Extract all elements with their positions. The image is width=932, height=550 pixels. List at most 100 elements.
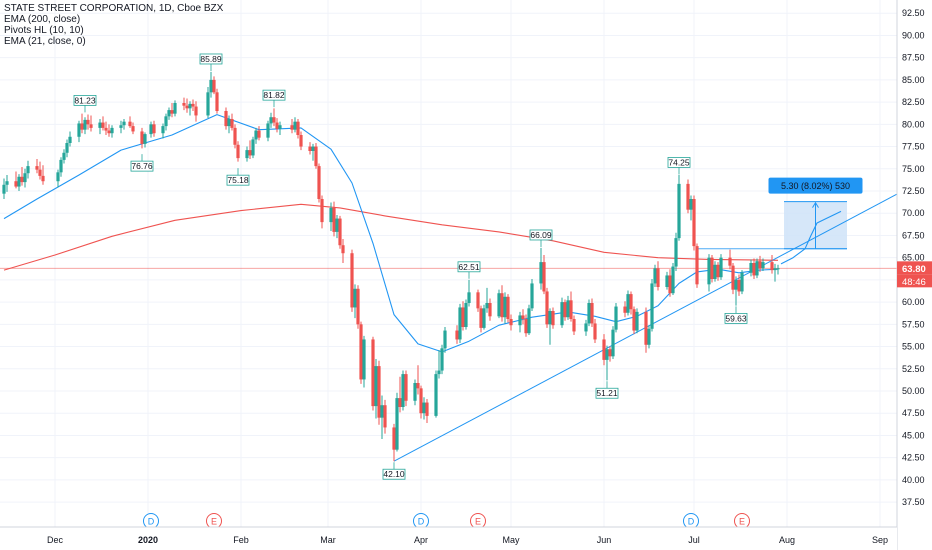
candle-body (524, 319, 528, 334)
candle-body (296, 121, 300, 135)
candle-body (506, 296, 510, 319)
candle-body (107, 130, 111, 134)
candle-body (80, 123, 84, 130)
candle-body (434, 374, 438, 416)
price-tick-label: 65.00 (902, 253, 925, 263)
pivot-label: 62.51 (458, 262, 480, 272)
candle-body (740, 272, 744, 292)
ema200-group (3, 203, 779, 271)
pivot-label: 66.09 (530, 230, 552, 240)
time-tick-label: Aug (779, 535, 795, 545)
legend-title[interactable]: STATE STREET CORPORATION, 1D, Cboe BZX (4, 3, 224, 14)
candle-body (359, 324, 363, 380)
candle-body (59, 159, 63, 173)
price-tick-label: 47.50 (902, 408, 925, 418)
candle-body (257, 130, 261, 138)
dividend-marker-label: D (148, 517, 155, 527)
price-tick-label: 75.00 (902, 164, 925, 174)
candle-body (548, 311, 552, 325)
time-tick-label: May (502, 535, 520, 545)
candle-body (293, 121, 297, 130)
price-tick-label: 37.50 (902, 497, 925, 507)
pivot-label: 74.25 (668, 157, 690, 167)
candle-body (650, 283, 654, 329)
candle-body (647, 328, 651, 345)
candle-body (335, 218, 339, 232)
candle-body (290, 125, 294, 130)
candle-body (230, 119, 234, 128)
candle-body (14, 181, 18, 187)
candle-body (383, 405, 387, 428)
candle-body (632, 309, 636, 331)
candle-body (62, 152, 66, 160)
candle-body (440, 348, 444, 371)
candle-body (413, 383, 417, 401)
candle-body (710, 257, 714, 279)
candle-body (758, 261, 762, 269)
candle-body (611, 329, 615, 357)
candle-body (587, 303, 591, 324)
pivot-label: 59.63 (725, 313, 747, 323)
candle-body (479, 308, 483, 328)
price-tick-label: 50.00 (902, 386, 925, 396)
candle-body (362, 339, 366, 380)
candle-body (374, 366, 378, 407)
candle-body (482, 308, 486, 328)
time-tick-label: Feb (233, 535, 249, 545)
candle-body (509, 319, 513, 326)
candle-body (110, 127, 114, 134)
candle-body (545, 291, 549, 325)
price-tick-label: 40.00 (902, 475, 925, 485)
candle-body (458, 307, 462, 340)
candle-body (20, 176, 24, 183)
candle-body (755, 261, 759, 276)
candle-body (398, 398, 402, 407)
candle-body (86, 119, 90, 125)
candle-body (668, 275, 672, 294)
candle-body (635, 311, 639, 331)
measure-arrow-head (812, 201, 819, 208)
dividend-marker-label: D (418, 517, 425, 527)
candle-body (224, 111, 228, 127)
current-price-label: 63.80 (902, 264, 926, 275)
ema200-line (3, 203, 779, 271)
countdown-label: 48:46 (902, 277, 926, 288)
time-tick-label: Jul (688, 535, 700, 545)
candle-body (653, 268, 657, 284)
candle-body (212, 79, 216, 93)
price-tick-label: 77.50 (902, 142, 925, 152)
candle-body (590, 303, 594, 324)
chart-legend: STATE STREET CORPORATION, 1D, Cboe BZX E… (4, 3, 223, 47)
candle-body (443, 330, 447, 349)
candle-body (614, 306, 618, 330)
candle-body (149, 124, 153, 135)
candle-body (371, 339, 375, 407)
candle-body (167, 110, 171, 117)
candle-body (695, 246, 699, 285)
candle-body (542, 262, 546, 292)
candle-body (749, 263, 753, 273)
pivot-label: 75.18 (227, 175, 249, 185)
time-tick-label: Dec (47, 535, 64, 545)
legend-ema200[interactable]: EMA (200, close) (4, 14, 81, 25)
candle-body (185, 105, 189, 109)
candle-body (770, 262, 774, 271)
price-tick-label: 60.00 (902, 297, 925, 307)
earnings-marker-label: E (211, 517, 217, 527)
projection-path (780, 210, 842, 265)
candle-body (602, 339, 606, 360)
legend-pivots[interactable]: Pivots HL (10, 10) (4, 25, 84, 36)
candle-body (773, 268, 777, 271)
candle-body (251, 139, 255, 156)
candle-body (776, 268, 780, 270)
price-tick-label: 92.50 (902, 8, 925, 18)
candle-body (539, 262, 543, 284)
time-tick-label: Mar (320, 535, 336, 545)
legend-ema21[interactable]: EMA (21, close, 0) (4, 36, 86, 47)
candle-body (608, 349, 612, 357)
candle-body (500, 293, 504, 318)
candle-body (26, 166, 30, 174)
candle-body (551, 311, 555, 326)
candle-body (56, 172, 60, 182)
